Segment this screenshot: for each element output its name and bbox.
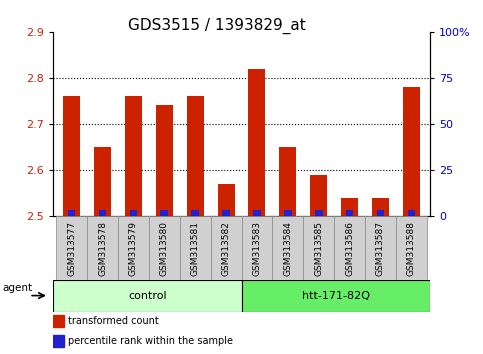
Bar bbox=[222, 210, 230, 216]
Text: GSM313577: GSM313577 bbox=[67, 221, 76, 276]
Text: GSM313584: GSM313584 bbox=[284, 221, 292, 276]
Bar bbox=[156, 105, 173, 216]
Bar bbox=[341, 198, 358, 216]
Bar bbox=[403, 87, 420, 216]
Bar bbox=[125, 96, 142, 216]
Bar bbox=[63, 96, 80, 216]
FancyBboxPatch shape bbox=[272, 216, 303, 280]
Text: GSM313586: GSM313586 bbox=[345, 221, 354, 276]
Text: GSM313582: GSM313582 bbox=[222, 221, 230, 276]
Bar bbox=[191, 210, 199, 216]
Bar bbox=[408, 210, 415, 216]
Bar bbox=[346, 210, 354, 216]
FancyBboxPatch shape bbox=[87, 216, 118, 280]
Bar bbox=[310, 175, 327, 216]
Bar bbox=[53, 315, 64, 327]
FancyBboxPatch shape bbox=[303, 216, 334, 280]
FancyBboxPatch shape bbox=[149, 216, 180, 280]
Text: GSM313587: GSM313587 bbox=[376, 221, 385, 276]
Bar bbox=[279, 147, 296, 216]
Bar bbox=[377, 210, 384, 216]
Text: GSM313588: GSM313588 bbox=[407, 221, 416, 276]
FancyBboxPatch shape bbox=[334, 216, 365, 280]
Bar bbox=[68, 210, 75, 216]
Text: GSM313580: GSM313580 bbox=[160, 221, 169, 276]
FancyBboxPatch shape bbox=[211, 216, 242, 280]
FancyBboxPatch shape bbox=[180, 216, 211, 280]
FancyBboxPatch shape bbox=[396, 216, 427, 280]
Bar bbox=[253, 210, 261, 216]
Text: GSM313581: GSM313581 bbox=[191, 221, 199, 276]
Bar bbox=[129, 210, 137, 216]
Text: transformed count: transformed count bbox=[68, 316, 159, 326]
Text: GDS3515 / 1393829_at: GDS3515 / 1393829_at bbox=[128, 18, 306, 34]
Bar bbox=[94, 147, 111, 216]
Text: GSM313583: GSM313583 bbox=[253, 221, 261, 276]
Bar bbox=[99, 210, 106, 216]
Text: control: control bbox=[128, 291, 167, 301]
FancyBboxPatch shape bbox=[53, 280, 242, 312]
Text: GSM313579: GSM313579 bbox=[129, 221, 138, 276]
Text: GSM313578: GSM313578 bbox=[98, 221, 107, 276]
Bar bbox=[372, 198, 389, 216]
Text: percentile rank within the sample: percentile rank within the sample bbox=[68, 336, 233, 346]
Bar bbox=[187, 96, 204, 216]
FancyBboxPatch shape bbox=[56, 216, 87, 280]
Bar bbox=[315, 210, 323, 216]
FancyBboxPatch shape bbox=[118, 216, 149, 280]
Bar bbox=[248, 69, 266, 216]
FancyBboxPatch shape bbox=[242, 216, 272, 280]
Bar bbox=[160, 210, 168, 216]
FancyBboxPatch shape bbox=[242, 280, 430, 312]
Bar bbox=[53, 335, 64, 347]
Bar bbox=[284, 210, 292, 216]
Text: htt-171-82Q: htt-171-82Q bbox=[302, 291, 369, 301]
FancyBboxPatch shape bbox=[365, 216, 396, 280]
Bar bbox=[217, 184, 235, 216]
Text: GSM313585: GSM313585 bbox=[314, 221, 323, 276]
Text: agent: agent bbox=[3, 282, 33, 293]
